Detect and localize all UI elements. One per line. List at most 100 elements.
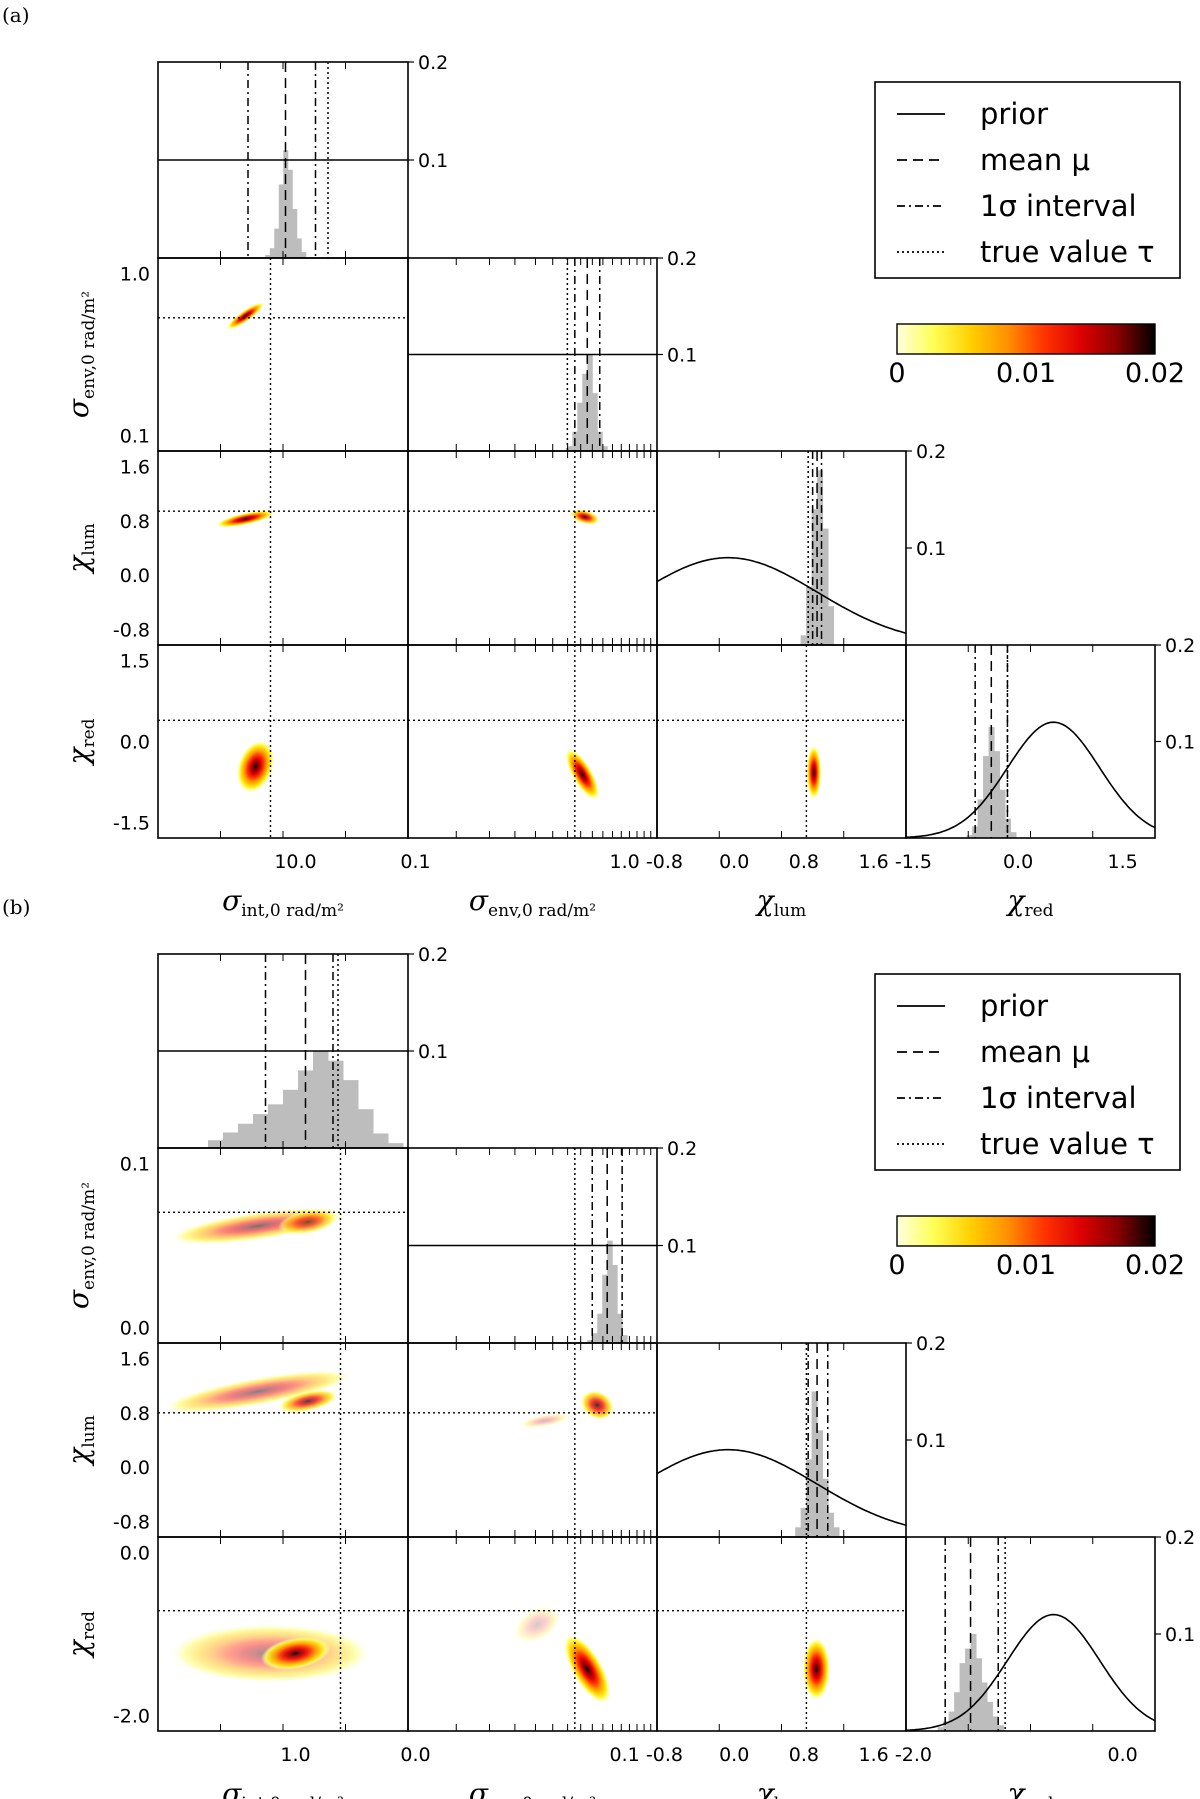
marginal-panel: 0.2 0.1 <box>905 1527 1195 1732</box>
histogram-bar <box>828 1512 835 1537</box>
legend-label: 1σ interval <box>980 189 1137 223</box>
marginal-panel: 0.2 0.1 <box>407 248 697 452</box>
x-tick-label: -0.8 <box>646 1744 683 1766</box>
histogram-bar <box>223 1132 239 1148</box>
histogram-bar <box>954 1692 961 1731</box>
legend-label: true value τ <box>980 1127 1155 1161</box>
right-tick-label: 0.1 <box>418 150 448 172</box>
histogram-bar <box>965 1648 972 1731</box>
density-blob <box>514 1605 561 1643</box>
histogram-bar <box>612 1265 618 1343</box>
y-axis-label: σenv,0 rad/m² <box>62 1182 99 1309</box>
label-subscript: red <box>1024 1794 1053 1799</box>
colorbar <box>896 323 1156 355</box>
density-blob <box>278 1389 338 1413</box>
cell-content <box>657 1537 906 1731</box>
x-tick-label: 0.0 <box>719 851 749 873</box>
joint-panel <box>407 644 658 839</box>
histogram-bar <box>253 1114 269 1148</box>
histogram-bar <box>943 1721 950 1731</box>
histogram-bar <box>981 1682 988 1731</box>
right-tick-label: 0.2 <box>916 441 946 463</box>
cell-content <box>158 62 408 258</box>
cell-frame <box>157 1342 409 1538</box>
cell-content <box>408 1343 657 1537</box>
y-tick-label: -1.5 <box>113 813 150 835</box>
label-symbol: χ <box>1005 1777 1026 1799</box>
label-subscript: lum <box>774 901 807 921</box>
cell-frame <box>656 1536 907 1732</box>
histogram-bar <box>997 1725 1004 1731</box>
y-tick-label: 0.0 <box>120 732 150 754</box>
x-tick-label: 1.6 <box>859 1744 889 1766</box>
y-tick-label: 0.8 <box>120 511 150 533</box>
y-tick-label: 1.6 <box>120 457 150 479</box>
histogram-bar <box>833 1527 840 1537</box>
right-tick-label: 0.2 <box>418 52 448 74</box>
x-tick-label: 0.0 <box>1108 1744 1138 1766</box>
histogram-bar <box>265 255 271 258</box>
y-axis-label: χlum <box>62 1415 99 1466</box>
cell-content <box>408 451 657 645</box>
density-blob <box>260 1636 331 1670</box>
y-tick-label: 1.0 <box>120 263 150 285</box>
cell-frame <box>656 450 907 646</box>
legend-label: prior <box>980 97 1048 131</box>
density-blob <box>520 1413 570 1428</box>
legend: prior mean μ 1σ interval true value τ <box>874 81 1181 279</box>
right-tick-label: 0.1 <box>418 1041 448 1063</box>
cell-content <box>158 1537 408 1731</box>
histogram-bar <box>937 1727 944 1731</box>
right-tick-label: 0.1 <box>667 345 697 367</box>
label-symbol: σ <box>62 1289 95 1309</box>
histogram-bar <box>959 1663 966 1731</box>
label-symbol: σ <box>469 1777 489 1799</box>
histogram-bar <box>373 1133 389 1148</box>
joint-panel <box>407 1342 658 1538</box>
density-blob <box>563 1634 611 1704</box>
x-tick-label: 0.1 <box>610 1744 640 1766</box>
label-symbol: χ <box>755 884 776 917</box>
histogram-bar <box>587 354 593 451</box>
histogram-bar <box>994 751 1001 838</box>
right-tick-label: 0.1 <box>1165 1624 1195 1646</box>
x-tick-label: 0.0 <box>400 1744 430 1766</box>
histogram-bar <box>287 169 293 258</box>
cell-content <box>408 1148 657 1343</box>
density-blob <box>570 509 600 525</box>
marginal-panel: 0.2 0.1 <box>905 635 1195 839</box>
histogram-bar <box>811 509 818 645</box>
x-axis-label: χlum <box>755 884 806 921</box>
x-axis-label: χred <box>1005 884 1053 921</box>
label-symbol: σ <box>222 884 242 917</box>
right-tick-label: 0.1 <box>916 1430 946 1452</box>
x-tick-label: 1.0 <box>280 1744 310 1766</box>
cell-content <box>408 258 657 451</box>
cell-content <box>158 645 408 838</box>
joint-panel <box>157 1147 409 1344</box>
histogram-bar <box>806 586 813 645</box>
label-symbol: σ <box>62 398 95 418</box>
histogram-bar <box>592 1333 598 1343</box>
x-tick-label: 1.5 <box>1108 851 1138 873</box>
histogram-bar <box>795 1527 802 1537</box>
histogram-bar <box>269 248 275 258</box>
histogram-bar <box>976 1658 983 1731</box>
marginal-panel: 0.2 0.1 <box>656 441 946 646</box>
y-tick-label: 1.6 <box>120 1349 150 1371</box>
histogram-bar <box>587 1340 593 1343</box>
histogram-bar <box>592 393 598 451</box>
prior-curve <box>657 556 906 634</box>
cell-frame <box>407 450 658 646</box>
x-axis-label: σenv,0 rad/m² <box>469 884 596 921</box>
cell-content <box>906 1537 1155 1731</box>
histogram-bar <box>986 1701 993 1731</box>
histogram-bar <box>828 606 835 645</box>
histogram-bar <box>313 1051 329 1148</box>
right-tick-label: 0.2 <box>1165 635 1195 657</box>
cell-frame <box>157 257 409 452</box>
histogram-bar <box>208 1140 224 1148</box>
histogram-bar <box>602 1274 608 1343</box>
cell-content <box>408 645 657 838</box>
joint-panel <box>407 1536 658 1732</box>
